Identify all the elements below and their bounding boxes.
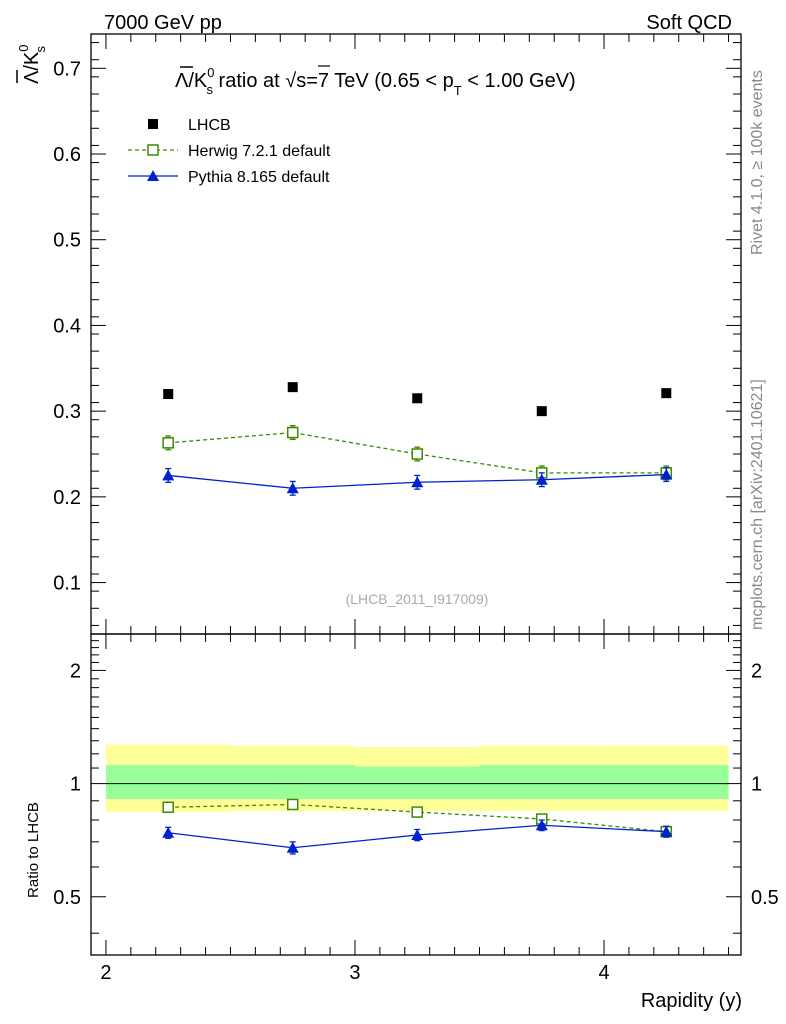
title-sqrt-arg: s [296, 70, 306, 92]
main-pythia-point [660, 468, 673, 480]
ratio-ytick-label: 0.5 [53, 887, 81, 909]
main-series [162, 382, 673, 496]
main-ytick-label: 0.5 [53, 230, 81, 252]
ratio-band-inner [479, 765, 605, 799]
main-lhcb-point [163, 389, 174, 399]
title-observable-sub: s [207, 82, 214, 97]
x-tick-label: 2 [100, 962, 111, 984]
title-sqrt: √ [285, 70, 296, 92]
ratio-pythia-point [286, 841, 299, 853]
ratio-pythia-point [535, 819, 548, 831]
x-tick-label: 4 [598, 962, 609, 984]
ratio-band-inner [230, 765, 355, 799]
ratio-frame [90, 633, 742, 956]
main-ytick-label: 0.4 [53, 315, 81, 337]
ratio-ytick-label-right: 1 [751, 774, 762, 796]
ratio-ytick-label-right: 0.5 [751, 887, 779, 909]
ratio-axis-ticks: 0.5 0.5 1 1 2 2 [53, 634, 779, 955]
main-lhcb-point [412, 393, 423, 404]
main-ytick-label: 0.2 [53, 487, 81, 509]
analysis-watermark: (LHCB_2011_I917009) [346, 591, 489, 607]
title-observable-rest: /K [188, 70, 208, 92]
main-title: Λ/K0 s ratio at √s=7 TeV (0.65 < pT < 1.0… [175, 65, 576, 98]
title-observable-bar: Λ [175, 70, 189, 92]
legend-marker-lhcb [148, 119, 158, 129]
main-ytick-label: 0.3 [53, 401, 81, 423]
main-lhcb-point [287, 382, 298, 393]
main-herwig-point [411, 448, 423, 460]
main-ytick-label: 0.7 [53, 58, 81, 80]
ratio-panel: 0.5 0.5 1 1 2 2 [53, 633, 779, 956]
ratio-pythia-point [411, 828, 424, 840]
legend-label-herwig: Herwig 7.2.1 default [188, 143, 331, 160]
main-ytick-label: 0.1 [53, 573, 81, 595]
title-observable-sup: 0 [207, 65, 214, 80]
rivet-label: Rivet 4.1.0, ≥ 100k events [749, 70, 766, 255]
ratio-herwig-point [411, 806, 423, 818]
x-tick-labels: 2 3 4 [100, 962, 609, 984]
header-left: 7000 GeV pp [104, 12, 222, 34]
main-pythia-point [535, 473, 548, 485]
mcplots-label: mcplots.cern.ch [arXiv:2401.10621] [749, 379, 766, 630]
ylabel-sub: s [33, 46, 48, 53]
ratio-ytick-label: 1 [70, 774, 81, 796]
ratio-band-inner [354, 766, 480, 799]
x-tick-label: 3 [349, 962, 360, 984]
title-middle: ratio at [213, 70, 285, 92]
ratio-ytick-label: 2 [70, 660, 81, 682]
ratio-herwig-point [286, 798, 299, 811]
main-ytick-label: 0.6 [53, 144, 81, 166]
ratio-ylabel: Ratio to LHCB [25, 802, 42, 898]
main-herwig-point [162, 437, 174, 449]
header-right: Soft QCD [646, 12, 732, 34]
title-energy: =7 TeV (0.65 < p [306, 70, 454, 92]
legend-label-lhcb: LHCB [188, 117, 231, 134]
main-lhcb-point [536, 406, 547, 417]
legend-entry-herwig: Herwig 7.2.1 default [128, 143, 331, 160]
xlabel: Rapidity (y) [641, 990, 742, 1012]
title-range-end: < 1.00 GeV) [462, 70, 576, 92]
main-pythia-point [286, 482, 299, 494]
ratio-pythia-point [162, 826, 175, 838]
ratio-bands [105, 744, 729, 813]
main-axis-ticks: 0.1 0.2 0.3 0.4 0.5 0.6 0.7 [53, 34, 741, 634]
ylabel-sup: 0 [16, 45, 31, 52]
title-pt-sub: T [454, 83, 462, 98]
legend-entry-pythia: Pythia 8.165 default [128, 169, 330, 186]
main-panel: (LHCB_2011_I917009) 0.10.20.30.40.50.60.… [53, 33, 742, 635]
ylabel-bar: Λ [21, 70, 43, 84]
ratio-herwig-line [168, 803, 667, 833]
legend-marker-pythia [147, 170, 159, 181]
ratio-ytick-label-right: 2 [751, 660, 762, 682]
svg-text:Λ/K0s: Λ/K0 s [16, 45, 48, 85]
main-lhcb-point [661, 388, 672, 399]
ratio-pythia-point [660, 825, 673, 837]
ratio-band-inner [604, 765, 729, 799]
ratio-series [162, 798, 673, 855]
legend-label-pythia: Pythia 8.165 default [188, 169, 330, 186]
main-ylabel: Λ/K0 s [16, 45, 48, 85]
ratio-herwig-point [162, 801, 174, 814]
main-pythia-point [411, 476, 424, 488]
legend-marker-herwig [147, 144, 159, 156]
legend: LHCB Herwig 7.2.1 default Pythia 8.165 d… [128, 117, 331, 186]
main-pythia-point [162, 469, 175, 481]
ratio-band-inner [105, 765, 231, 799]
main-herwig-point [286, 426, 299, 439]
legend-entry-lhcb: LHCB [148, 117, 231, 134]
ylabel-rest: /K [21, 51, 43, 71]
